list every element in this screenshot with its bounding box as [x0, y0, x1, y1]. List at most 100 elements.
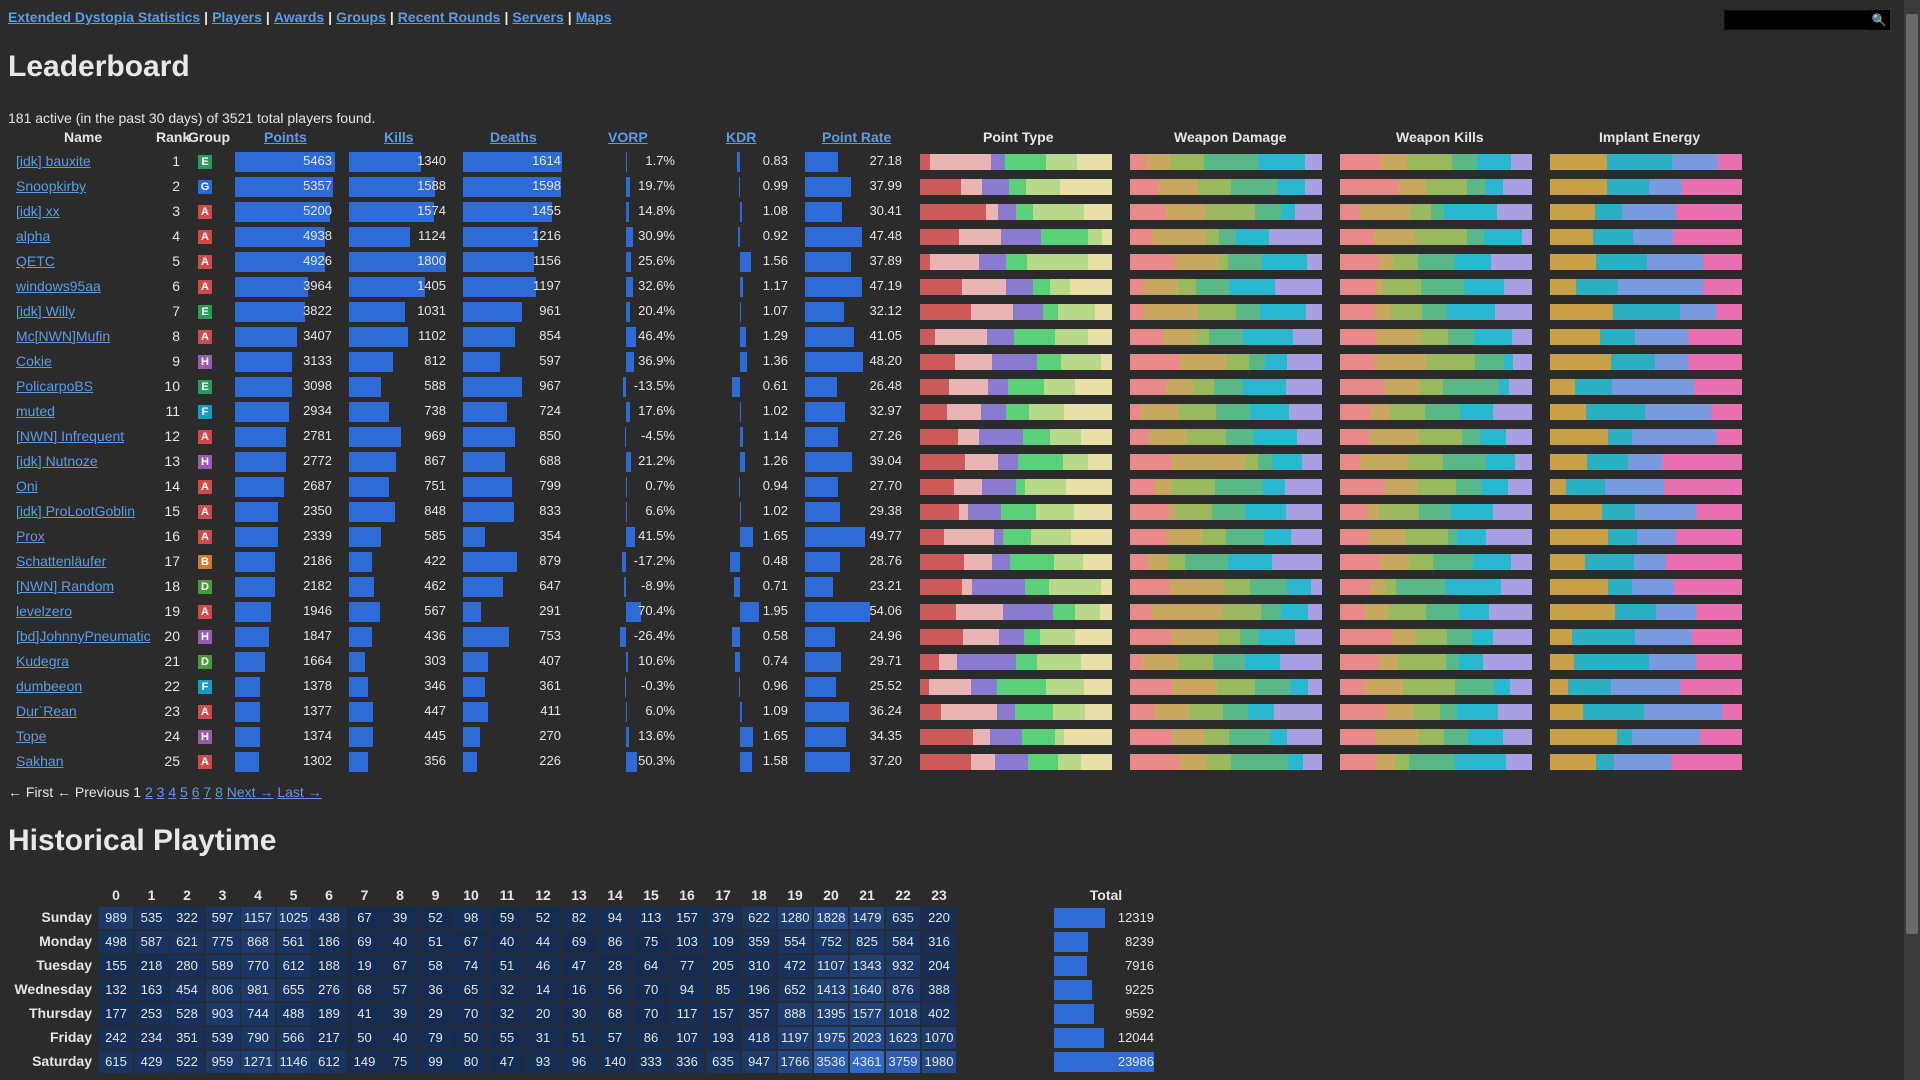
weapon-kills-bar-segment	[1483, 654, 1532, 670]
player-name-link[interactable]: muted	[16, 403, 55, 419]
playtime-cell: 75	[634, 931, 668, 953]
playtime-cell: 69	[562, 931, 596, 953]
player-name-link[interactable]: Snoopkirby	[16, 178, 87, 194]
point-type-bar	[920, 629, 1112, 645]
weapon-damage-bar	[1130, 404, 1322, 420]
nav-link-players[interactable]: Players	[212, 9, 262, 25]
weapon-damage-bar-segment	[1130, 254, 1176, 270]
playtime-cell: 140	[598, 1051, 632, 1073]
group-badge: A	[198, 205, 212, 219]
weapon-damage-bar-segment	[1264, 529, 1292, 545]
player-name-link[interactable]: [idk] bauxite	[16, 153, 91, 169]
point-type-bar-segment	[920, 404, 947, 420]
nav-link-servers[interactable]: Servers	[512, 9, 564, 25]
player-name-link[interactable]: QETC	[16, 253, 55, 269]
weapon-damage-bar-segment	[1248, 704, 1274, 720]
player-name-link[interactable]: levelzero	[16, 603, 73, 619]
points-value: 1374	[303, 728, 332, 743]
player-name-link[interactable]: alpha	[16, 228, 51, 244]
player-name-link[interactable]: [idk] xx	[16, 203, 60, 219]
pager-page-link[interactable]: 2	[144, 784, 153, 800]
weapon-kills-bar-segment	[1383, 379, 1420, 395]
player-name-link[interactable]: dumbeeon	[16, 678, 83, 694]
points-bar	[235, 727, 261, 747]
implant-energy-bar-segment	[1566, 479, 1606, 495]
pager-last[interactable]: Last →	[277, 784, 322, 800]
weapon-damage-bar-segment	[1169, 579, 1225, 595]
header-deaths[interactable]: Deaths	[490, 129, 537, 145]
nav-link-maps[interactable]: Maps	[575, 9, 612, 25]
nav-link-groups[interactable]: Groups	[336, 9, 386, 25]
playtime-cell: 597	[205, 907, 240, 929]
kdr-value: 1.02	[762, 403, 788, 418]
playtime-cell: 655	[276, 979, 311, 1001]
player-name-link[interactable]: Sakhan	[16, 753, 64, 769]
rate-value: 37.89	[869, 253, 902, 268]
nav-link-recent-rounds[interactable]: Recent Rounds	[397, 9, 501, 25]
player-rank: 11	[165, 403, 180, 419]
player-name-link[interactable]: Cokie	[16, 353, 52, 369]
implant-energy-bar	[1550, 504, 1742, 520]
vorp-bar	[626, 327, 636, 347]
kills-value: 1800	[417, 253, 446, 268]
pager-page-link[interactable]: 8	[215, 784, 223, 800]
weapon-kills-bar-segment	[1388, 604, 1426, 620]
weapon-damage-bar-segment	[1255, 679, 1291, 695]
header-kills[interactable]: Kills	[384, 129, 414, 145]
pager-page-link[interactable]: 7	[203, 784, 212, 800]
player-rank: 15	[164, 503, 180, 519]
pager-page-link[interactable]: 4	[168, 784, 177, 800]
weapon-damage-bar-segment	[1288, 754, 1304, 770]
point-type-bar-segment	[938, 654, 958, 670]
day-label: Monday	[39, 933, 92, 949]
playtime-cell: 1157	[241, 907, 275, 929]
weapon-damage-bar	[1130, 204, 1322, 220]
weapon-damage-bar-segment	[1130, 204, 1167, 220]
player-name-link[interactable]: [idk] Willy	[16, 303, 76, 319]
point-type-bar-segment	[968, 504, 1001, 520]
deaths-value: 833	[539, 503, 561, 518]
player-name-link[interactable]: [bd]JohnnyPneumatic	[16, 628, 151, 644]
weapon-kills-bar-segment	[1425, 354, 1475, 370]
player-name-link[interactable]: [NWN] Infrequent	[16, 428, 125, 444]
implant-energy-bar-segment	[1575, 379, 1612, 395]
player-name-link[interactable]: [idk] ProLootGoblin	[16, 503, 136, 519]
group-badge: D	[198, 580, 212, 594]
pager-page-link[interactable]: 5	[180, 784, 188, 800]
point-type-bar-segment	[1081, 654, 1112, 670]
pager-page-link[interactable]: 3	[156, 784, 165, 800]
header-point-rate[interactable]: Point Rate	[822, 129, 892, 145]
header-kdr[interactable]: KDR	[726, 129, 757, 145]
nav-link-extended-dystopia-statistics[interactable]: Extended Dystopia Statistics	[8, 9, 201, 25]
scrollbar-thumb[interactable]	[1906, 14, 1918, 934]
header-vorp[interactable]: VORP	[608, 129, 648, 145]
player-name-link[interactable]: Mc[NWN]Mufin	[16, 328, 111, 344]
playtime-cell: 868	[241, 931, 275, 953]
player-name-link[interactable]: [idk] Nutnoze	[16, 453, 98, 469]
weapon-damage-bar-segment	[1130, 729, 1173, 745]
player-name-link[interactable]: Dur`Rean	[16, 703, 77, 719]
player-name-link[interactable]: Tope	[16, 728, 47, 744]
vorp-bar	[626, 502, 628, 522]
pager-next[interactable]: Next →	[226, 784, 274, 800]
player-name-link[interactable]: PolicarpoBS	[16, 378, 94, 394]
player-name-link[interactable]: [NWN] Random	[16, 578, 115, 594]
player-name-link[interactable]: Schattenläufer	[16, 553, 107, 569]
search-input[interactable]	[1724, 10, 1872, 30]
point-type-bar-segment	[920, 154, 930, 170]
header-points[interactable]: Points	[264, 129, 307, 145]
player-name-link[interactable]: Kudegra	[16, 653, 69, 669]
player-name-link[interactable]: Prox	[16, 528, 45, 544]
implant-energy-bar-segment	[1631, 579, 1674, 595]
implant-energy-bar-segment	[1673, 229, 1742, 245]
weapon-kills-bar-segment	[1340, 704, 1385, 720]
point-type-bar-segment	[959, 504, 969, 520]
pager-first: ← First	[8, 784, 54, 800]
weapon-damage-bar	[1130, 579, 1322, 595]
nav-link-awards[interactable]: Awards	[273, 9, 325, 25]
playtime-cell: 1975	[814, 1027, 848, 1049]
search-icon[interactable]: 🔍	[1868, 10, 1890, 30]
player-name-link[interactable]: windows95aa	[16, 278, 101, 294]
player-name-link[interactable]: Oni	[16, 478, 38, 494]
pager-page-link[interactable]: 6	[191, 784, 200, 800]
